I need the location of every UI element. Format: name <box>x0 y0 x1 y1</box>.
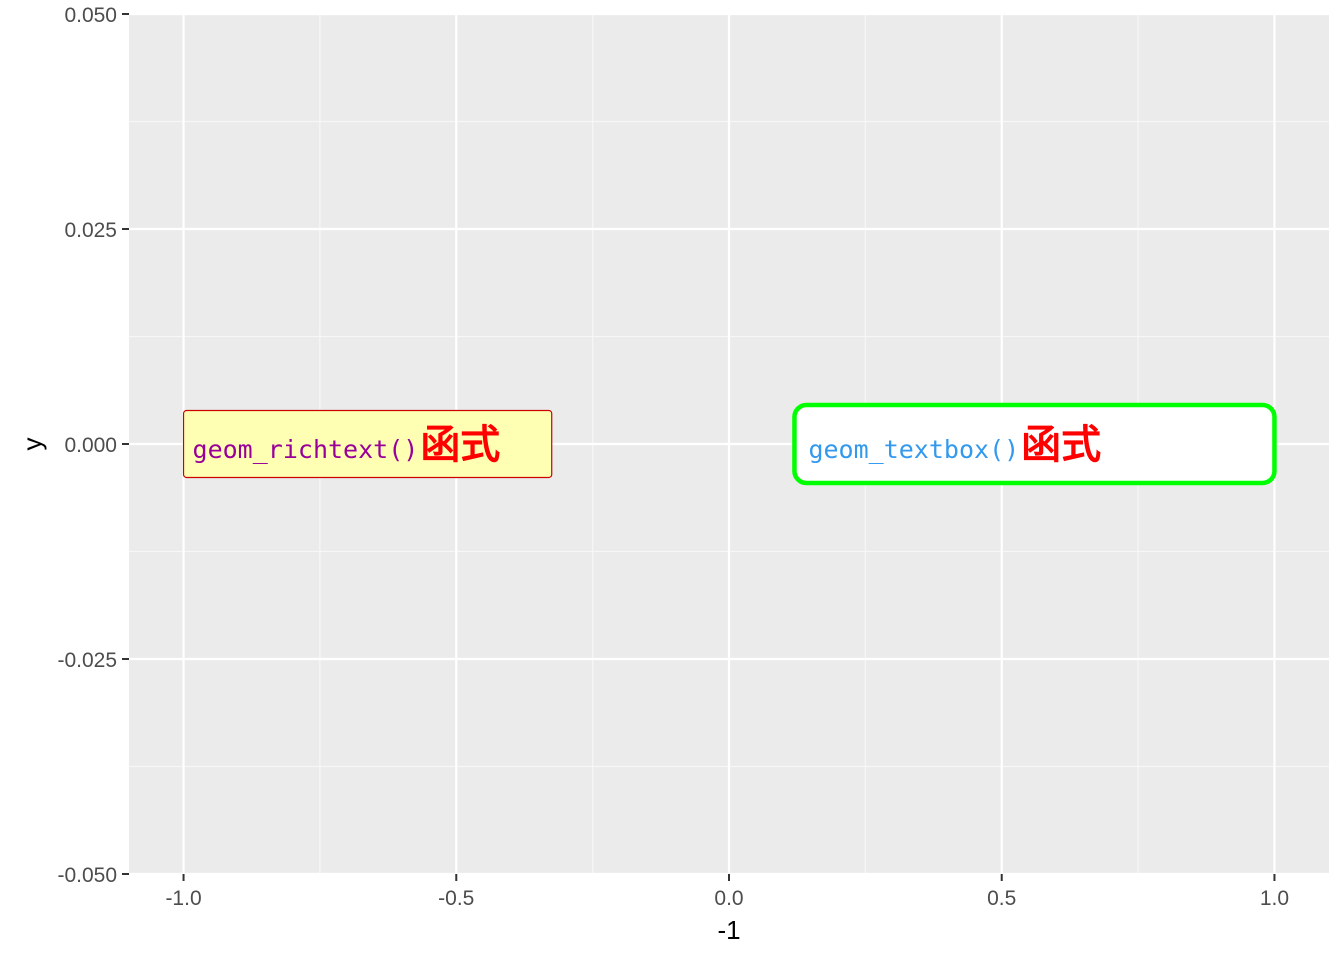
y-tick-label: 0.000 <box>64 434 117 457</box>
y-tick-label: 0.025 <box>64 219 117 242</box>
richtext-text: geom_richtext()函式 <box>193 421 501 468</box>
textbox-label: geom_textbox()函式 <box>792 402 1277 486</box>
x-tick-label: 1.0 <box>1260 887 1289 910</box>
richtext-code-text: geom_richtext() <box>193 435 419 464</box>
y-axis: -0.050 -0.025 0.000 0.025 0.050 <box>57 4 129 887</box>
x-axis-title: -1 <box>717 915 740 945</box>
x-tick-label: 0.5 <box>987 887 1016 910</box>
textbox-cjk-text: 函式 <box>1021 421 1101 468</box>
richtext-box <box>182 409 553 479</box>
y-tick-label: 0.050 <box>64 4 117 27</box>
richtext-label: geom_richtext()函式 <box>182 409 553 479</box>
x-tick-label: -0.5 <box>438 887 474 910</box>
x-tick-label: 0.0 <box>714 887 743 910</box>
textbox-box <box>792 402 1277 486</box>
y-tick-label: -0.025 <box>57 649 117 672</box>
annotations: geom_richtext()函式 geom_textbox()函式 <box>182 402 1277 486</box>
y-axis-title: y <box>17 438 47 451</box>
textbox-text: geom_textbox()函式 <box>808 421 1101 468</box>
richtext-cjk-text: 函式 <box>420 421 500 468</box>
y-tick-label: -0.050 <box>57 864 117 887</box>
textbox-code-text: geom_textbox() <box>808 435 1019 464</box>
x-tick-label: -1.0 <box>165 887 201 910</box>
x-axis: -1.0 -0.5 0.0 0.5 1.0 <box>165 874 1289 910</box>
